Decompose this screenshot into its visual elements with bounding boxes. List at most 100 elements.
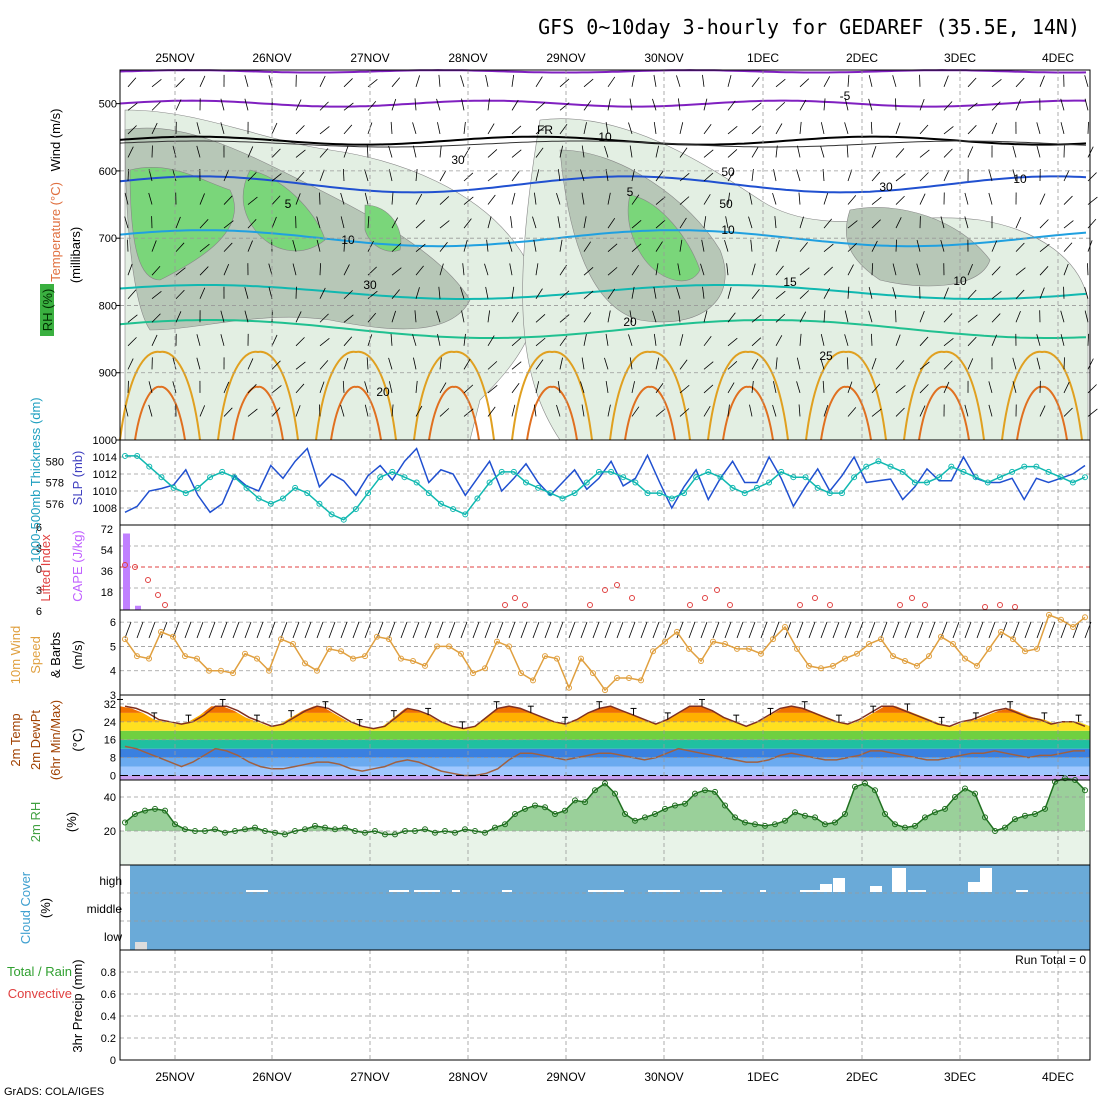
wind-barb xyxy=(700,263,705,276)
wind-barb xyxy=(799,216,804,229)
wind-barb xyxy=(823,193,829,205)
wind-barb xyxy=(1084,75,1089,87)
temperature-contour xyxy=(119,140,1087,148)
wind-barb xyxy=(629,357,633,370)
wind-barb-10m xyxy=(484,621,492,639)
wind-barb xyxy=(799,121,802,134)
date-label-top: 29NOV xyxy=(546,51,585,65)
wind-barb xyxy=(727,312,736,323)
wind-speed-line-point xyxy=(890,653,896,660)
wind-barb xyxy=(967,336,977,347)
wind-barb xyxy=(798,404,801,417)
rh2m-line-point xyxy=(552,811,558,817)
cape-tick: 36 xyxy=(101,566,113,578)
wind-speed-line-point xyxy=(158,628,164,635)
wind-barb xyxy=(583,122,587,134)
millibars-label: (millibars) xyxy=(68,227,83,283)
wind-speed-line-point xyxy=(950,641,956,647)
wind-speed-line-point xyxy=(506,643,512,650)
wind-barb xyxy=(772,192,777,205)
wind-barb xyxy=(127,337,137,347)
wind-barb xyxy=(127,77,137,88)
wind-barb xyxy=(605,333,609,346)
wind-barb xyxy=(583,78,594,88)
wind-barb xyxy=(1084,310,1089,323)
wind-barb xyxy=(702,74,705,87)
thickness-line-point xyxy=(207,474,214,481)
rh2m-line-point xyxy=(332,826,338,833)
wind-barb xyxy=(823,310,826,323)
wind-barb xyxy=(895,173,906,182)
rh2m-line-point xyxy=(932,809,938,816)
wind-barb xyxy=(967,77,977,88)
wind-barb xyxy=(727,337,738,347)
li-point xyxy=(614,582,620,588)
wind-barb xyxy=(655,145,659,158)
thickness-line-point xyxy=(158,474,165,481)
wind-barb-10m xyxy=(880,621,888,639)
thickness-line-point xyxy=(680,490,687,497)
wind-barb xyxy=(391,404,394,417)
wind-speed-line-point xyxy=(974,662,980,669)
wind-barb xyxy=(343,102,354,111)
wind-barb xyxy=(1039,75,1045,87)
wind-barb xyxy=(462,263,465,276)
wind-barb xyxy=(1087,358,1094,370)
wind-barb xyxy=(439,263,444,276)
wind-speed-line-point xyxy=(458,650,464,657)
wind-barb xyxy=(535,381,540,393)
wind-barb xyxy=(991,334,998,346)
wind-speed-line-point xyxy=(734,645,740,652)
wind-barb xyxy=(751,358,759,370)
rh2m-line-point xyxy=(242,826,248,833)
wind-barb xyxy=(583,312,592,323)
wind-speed-line-point xyxy=(314,667,320,674)
wind-barb xyxy=(388,145,393,158)
wind-barb xyxy=(319,148,329,158)
slp-tick: 1014 xyxy=(93,452,117,464)
wind-barb xyxy=(581,192,585,205)
wind-barb xyxy=(703,124,712,135)
wind-barb-10m xyxy=(520,621,528,639)
wind-barb xyxy=(463,196,474,205)
wind-barb xyxy=(964,216,969,229)
wind-barb-10m xyxy=(544,621,552,639)
wind-barb-10m xyxy=(184,621,192,639)
wind-barb xyxy=(319,287,326,299)
wind-barb-10m xyxy=(292,621,300,639)
thickness-tick: 580 xyxy=(46,456,64,468)
wind10m-panel: 6 5 4 3 xyxy=(110,609,1092,702)
wind-barb xyxy=(653,74,657,87)
wind-barb xyxy=(487,384,498,394)
wind-barb xyxy=(1063,407,1073,417)
wind-barb xyxy=(319,313,329,323)
rh2m-line-point xyxy=(362,829,368,836)
wind-barb xyxy=(604,145,609,158)
wind-barb xyxy=(199,287,206,299)
wind-barb xyxy=(919,98,925,111)
cloud-bg xyxy=(130,865,1090,950)
rh2m-line-point xyxy=(582,799,588,806)
rh2m-line-point xyxy=(692,790,698,797)
wind-barb xyxy=(1087,172,1097,182)
wind10m-label: 10m Wind xyxy=(8,626,23,685)
wind-barb xyxy=(271,334,278,346)
wind-barb xyxy=(583,333,587,346)
thick-bg xyxy=(120,440,1090,525)
wind-barb xyxy=(847,220,858,229)
rh2m-line-point xyxy=(342,824,348,831)
wind-speed-line-point xyxy=(434,643,440,650)
wind-barb xyxy=(271,407,281,417)
wind-barb xyxy=(607,310,611,323)
thickness-line-point xyxy=(984,479,991,486)
temperature-contour-30 xyxy=(134,385,1068,441)
cloud-block xyxy=(980,868,992,892)
wind-barb xyxy=(991,313,1001,323)
wind-barb xyxy=(511,311,519,323)
wind-barb-10m xyxy=(496,621,504,639)
contour-label: FR xyxy=(537,123,553,137)
rh2m-line-point xyxy=(872,787,878,794)
wind-barb xyxy=(511,337,522,347)
wind-speed-line-point xyxy=(686,645,692,652)
thickness-line-point xyxy=(693,474,700,481)
